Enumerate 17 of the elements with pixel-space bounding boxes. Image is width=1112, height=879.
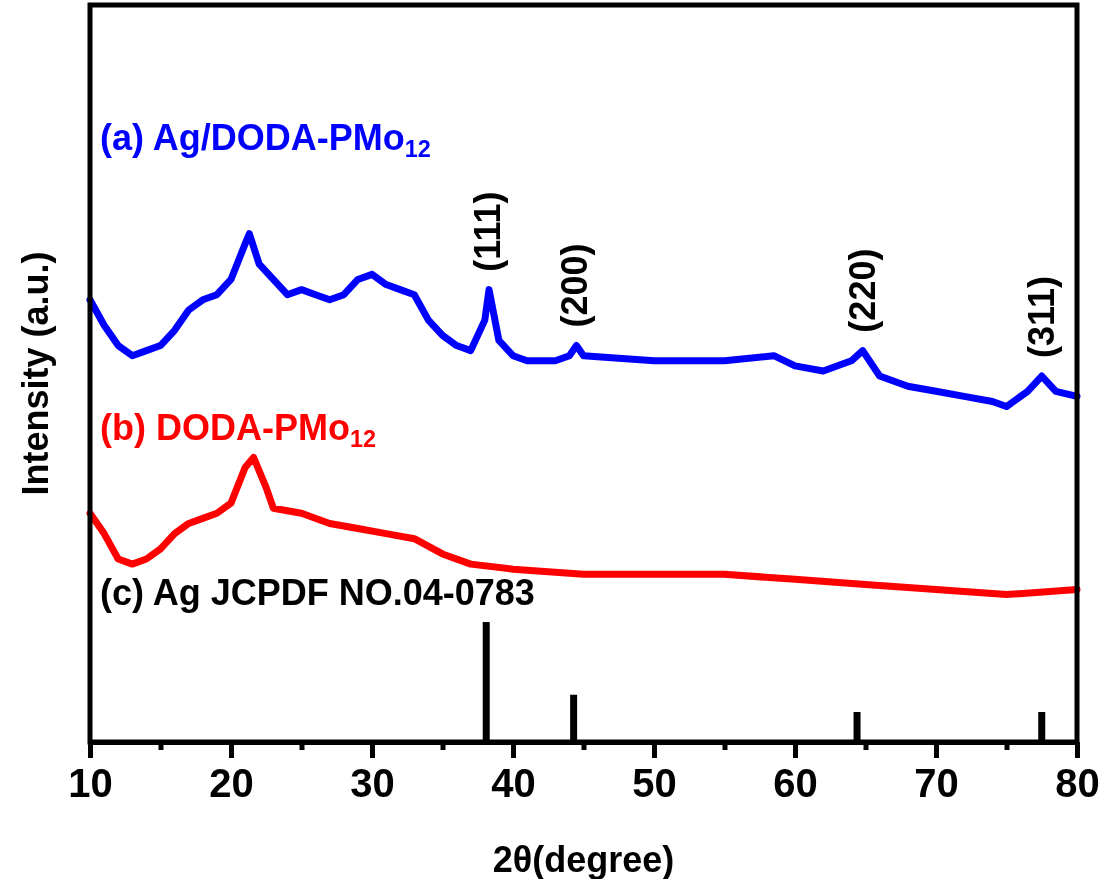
- x-tick-label: 50: [632, 761, 677, 805]
- annotation: (220): [841, 248, 883, 333]
- x-tick-label: 40: [491, 761, 536, 805]
- x-tick-label: 70: [914, 761, 959, 805]
- series-label: (b) DODA-PMo$_{12}$: [100, 407, 376, 452]
- text: (a) Ag/DODA-PMo$_{12}$: [100, 117, 431, 162]
- y-axis-title: Intensity (a.u.): [15, 251, 56, 496]
- annotation: (311): [1020, 275, 1062, 359]
- x-tick-label: 80: [1055, 761, 1100, 805]
- annotation: (111): [466, 191, 508, 272]
- x-tick-label: 30: [350, 761, 395, 805]
- x-axis-title: 2θ(degree): [492, 839, 675, 879]
- annotation: (200): [554, 243, 596, 328]
- series-label: (c) Ag JCPDF NO.04-0783: [100, 572, 535, 613]
- x-tick-label: 10: [68, 761, 113, 805]
- x-tick-label: 60: [773, 761, 818, 805]
- x-tick-label: 20: [209, 761, 254, 805]
